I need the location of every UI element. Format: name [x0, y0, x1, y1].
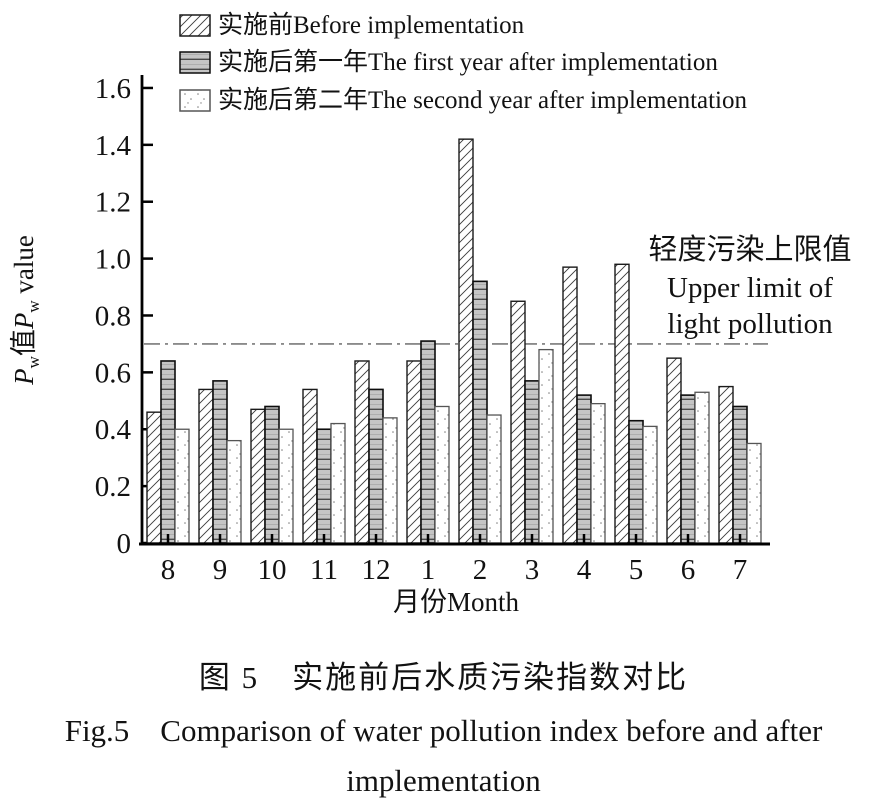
bars — [146, 138, 762, 544]
bar-before-month-12 — [354, 360, 370, 544]
y-tick-label: 0.8 — [95, 300, 131, 332]
upper-limit-annotation-line-1: 轻度污染上限值 — [648, 233, 851, 266]
bar-chart: 实施前Before implementation 实施后第一年The first … — [9, 11, 852, 617]
bar-first-year-month-2 — [472, 280, 488, 544]
bar-first-year-month-11 — [316, 428, 332, 544]
y-tick-label: 0.6 — [95, 357, 131, 389]
bar-before-month-5 — [614, 263, 630, 544]
x-tick-label-month-9: 9 — [213, 554, 228, 586]
bar-first-year-month-12 — [368, 388, 384, 544]
bar-group-month-4 — [562, 266, 606, 544]
bar-first-year-month-9 — [212, 380, 228, 544]
legend: 实施前Before implementation 实施后第一年The first … — [179, 11, 748, 114]
x-axis: 8 9 10 11 12 1 2 3 4 5 6 7 — [161, 534, 748, 586]
bar-group-month-8 — [146, 360, 190, 544]
x-tick-label-month-10: 10 — [258, 554, 287, 586]
upper-limit-annotation-line-3: light pollution — [667, 308, 833, 340]
legend-label-1: 实施后第一年The first year after implementatio… — [218, 48, 718, 76]
bar-second-year-month-9 — [226, 439, 242, 544]
x-tick-label-month-11: 11 — [310, 554, 338, 586]
bar-group-month-11 — [302, 388, 346, 544]
legend-swatch-gray-horizontal-lines-icon — [179, 51, 211, 74]
bar-before-month-1 — [406, 360, 422, 544]
bar-before-month-2 — [458, 138, 474, 544]
bar-first-year-month-8 — [160, 360, 176, 544]
legend-label-0: 实施前Before implementation — [218, 11, 525, 39]
bar-group-month-2 — [458, 138, 502, 544]
figure-caption-zh: 图 5 实施前后水质污染指数对比 — [198, 660, 689, 695]
bar-before-month-11 — [302, 388, 318, 544]
legend-item-1: 实施后第一年The first year after implementatio… — [179, 48, 718, 76]
legend-swatch-diagonal-hatch-icon — [179, 14, 211, 37]
y-axis-title: Pw值Pw value — [9, 235, 43, 386]
bar-second-year-month-12 — [382, 417, 398, 544]
bar-before-month-10 — [250, 408, 266, 544]
bar-first-year-month-7 — [732, 405, 748, 544]
bar-second-year-month-4 — [590, 402, 606, 544]
x-tick-label-month-4: 4 — [577, 554, 592, 586]
bar-first-year-month-6 — [680, 394, 696, 544]
x-tick-label-month-2: 2 — [473, 554, 488, 586]
bar-first-year-month-10 — [264, 405, 280, 544]
bar-second-year-month-8 — [174, 428, 190, 544]
figure-caption-en-line1: Fig.5 Comparison of water pollution inde… — [64, 713, 823, 748]
y-tick-label: 1.0 — [95, 244, 131, 276]
bar-group-month-7 — [718, 385, 762, 544]
bar-group-month-6 — [666, 357, 710, 544]
legend-swatch-white-dots-icon — [179, 89, 211, 112]
y-tick-label: 1.6 — [95, 73, 131, 105]
bar-first-year-month-3 — [524, 380, 540, 544]
bar-second-year-month-6 — [694, 391, 710, 544]
y-tick-label: 0 — [117, 528, 132, 560]
legend-label-2: 实施后第二年The second year after implementati… — [218, 86, 748, 114]
bar-first-year-month-4 — [576, 394, 592, 544]
bar-second-year-month-1 — [434, 405, 450, 544]
bar-second-year-month-10 — [278, 428, 294, 544]
x-tick-label-month-7: 7 — [733, 554, 748, 586]
x-tick-label-month-6: 6 — [681, 554, 696, 586]
y-tick-label: 0.4 — [95, 414, 132, 446]
y-tick-label: 1.4 — [95, 130, 132, 162]
bar-group-month-10 — [250, 405, 294, 544]
bar-group-month-5 — [614, 263, 658, 544]
bar-before-month-3 — [510, 300, 526, 544]
bar-first-year-month-1 — [420, 340, 436, 544]
y-tick-label: 0.2 — [95, 471, 131, 503]
bar-second-year-month-7 — [746, 442, 762, 544]
bar-second-year-month-3 — [538, 348, 554, 544]
bar-group-month-9 — [198, 380, 242, 544]
bar-before-month-9 — [198, 388, 214, 544]
x-tick-label-month-1: 1 — [421, 554, 436, 586]
upper-limit-annotation: 轻度污染上限值 Upper limit of light pollution — [648, 233, 851, 340]
bar-second-year-month-5 — [642, 425, 658, 544]
bar-first-year-month-5 — [628, 419, 644, 544]
bar-before-month-4 — [562, 266, 578, 544]
x-tick-label-month-5: 5 — [629, 554, 644, 586]
bar-group-month-12 — [354, 360, 398, 544]
bar-before-month-6 — [666, 357, 682, 544]
x-tick-label-month-12: 12 — [362, 554, 391, 586]
bar-group-month-1 — [406, 340, 450, 544]
bar-second-year-month-2 — [486, 414, 502, 544]
x-axis-title: 月份Month — [393, 587, 520, 617]
legend-item-2: 实施后第二年The second year after implementati… — [179, 86, 748, 114]
x-tick-label-month-3: 3 — [525, 554, 540, 586]
bar-second-year-month-11 — [330, 422, 346, 544]
y-axis: 0 0.2 0.4 0.6 0.8 1.0 1.2 1.4 1.6 — [95, 73, 153, 560]
bar-before-month-7 — [718, 385, 734, 544]
bar-group-month-3 — [510, 300, 554, 544]
legend-item-0: 实施前Before implementation — [179, 11, 525, 39]
upper-limit-annotation-line-2: Upper limit of — [667, 272, 833, 304]
figure-caption-en-line2: implementation — [346, 763, 541, 798]
bar-before-month-8 — [146, 411, 162, 544]
y-tick-label: 1.2 — [95, 187, 131, 219]
x-tick-label-month-8: 8 — [161, 554, 176, 586]
